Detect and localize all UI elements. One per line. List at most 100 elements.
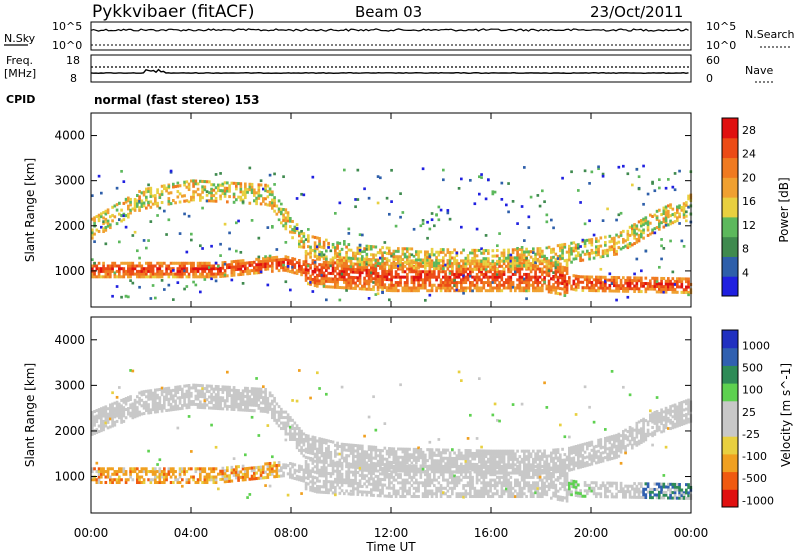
nsky-tick-bottom: 10^0 (52, 39, 82, 52)
velocity-cell (347, 484, 351, 488)
power-cell (259, 202, 263, 206)
velocity-cell (102, 406, 105, 410)
velocity-cell (228, 391, 231, 395)
power-cell (520, 258, 524, 262)
power-cell (163, 272, 166, 276)
power-cell (246, 269, 249, 273)
power-cell (390, 270, 393, 274)
power-cell (145, 195, 148, 199)
power-cell (446, 248, 450, 252)
velocity-cell (347, 448, 351, 452)
power-cell (439, 248, 443, 252)
velocity-cell (327, 463, 330, 467)
power-cell (331, 285, 335, 289)
power-cell (388, 246, 391, 250)
velocity-cell (401, 455, 405, 459)
velocity-cell (311, 457, 315, 461)
power-cell (653, 227, 657, 231)
power-cell (644, 282, 648, 286)
velocity-cell (158, 472, 162, 476)
velocity-cell (91, 411, 94, 415)
velocity-cell (406, 464, 409, 468)
power-cell (284, 211, 288, 215)
power-cell (655, 284, 659, 288)
power-cell (172, 298, 175, 301)
velocity-cell (408, 447, 411, 451)
velocity-cell (133, 467, 137, 471)
power-cell (570, 284, 573, 288)
power-cell (349, 286, 353, 290)
velocity-cell (109, 408, 112, 413)
power-cell (619, 284, 623, 288)
velocity-cell (104, 405, 108, 409)
power-cell (626, 281, 630, 285)
power-cell (601, 172, 605, 176)
velocity-cell (124, 407, 128, 412)
power-cell (325, 274, 328, 278)
power-cell (437, 286, 441, 290)
velocity-cell (376, 488, 380, 492)
velocity-cell (300, 467, 303, 471)
power-cell (466, 275, 470, 279)
power-cell (426, 253, 429, 257)
velocity-cell (185, 403, 189, 407)
velocity-cell (277, 474, 281, 478)
power-cell (604, 243, 607, 247)
power-cell (520, 267, 524, 271)
power-cell (487, 249, 490, 253)
velocity-cell (178, 385, 182, 389)
power-cell (217, 272, 220, 276)
velocity-cell (163, 475, 166, 479)
velocity-cell (169, 470, 173, 474)
power-cell (250, 263, 254, 267)
power-cell (532, 257, 535, 261)
velocity-cell (349, 465, 353, 469)
power-cell (556, 281, 560, 285)
power-cell (574, 282, 578, 286)
velocity-cell (196, 389, 200, 393)
velocity-cell (102, 422, 105, 426)
velocity-cell (388, 452, 391, 456)
velocity-cell (232, 468, 236, 472)
velocity-cell (394, 494, 398, 499)
power-cell (298, 234, 301, 238)
power-cell (484, 268, 488, 272)
power-cell (93, 240, 96, 244)
power-cell (365, 268, 369, 272)
power-cell (106, 264, 110, 268)
power-cell (457, 267, 461, 271)
velocity-cell (230, 388, 234, 392)
power-cell (100, 275, 103, 279)
velocity-cell (300, 446, 303, 450)
power-cell (313, 246, 317, 250)
power-cell (241, 190, 245, 194)
power-cell (572, 279, 576, 283)
velocity-cell (403, 494, 407, 499)
power-cell (221, 266, 225, 270)
power-cell (309, 245, 312, 249)
velocity-cell (403, 455, 407, 459)
power-cell (475, 248, 479, 252)
power-cell (370, 277, 373, 281)
velocity-cell (264, 407, 267, 411)
velocity-cell (131, 410, 135, 414)
velocity-cell (291, 462, 294, 466)
power-cell (320, 279, 324, 283)
power-cell (154, 202, 157, 206)
velocity-cell (95, 428, 99, 432)
velocity-cell (338, 452, 342, 456)
power-cell (462, 272, 465, 276)
velocity-cell (352, 489, 355, 493)
power-cell (280, 202, 283, 206)
velocity-cell (320, 466, 324, 470)
power-cell (390, 252, 393, 256)
power-cell (608, 278, 612, 282)
velocity-cell (142, 403, 146, 407)
power-cell (340, 275, 344, 279)
power-cell (361, 260, 364, 264)
power-cell (383, 261, 387, 265)
power-cell (390, 283, 393, 287)
power-cell (435, 289, 438, 293)
velocity-cell (320, 471, 324, 475)
power-cell (628, 279, 632, 283)
